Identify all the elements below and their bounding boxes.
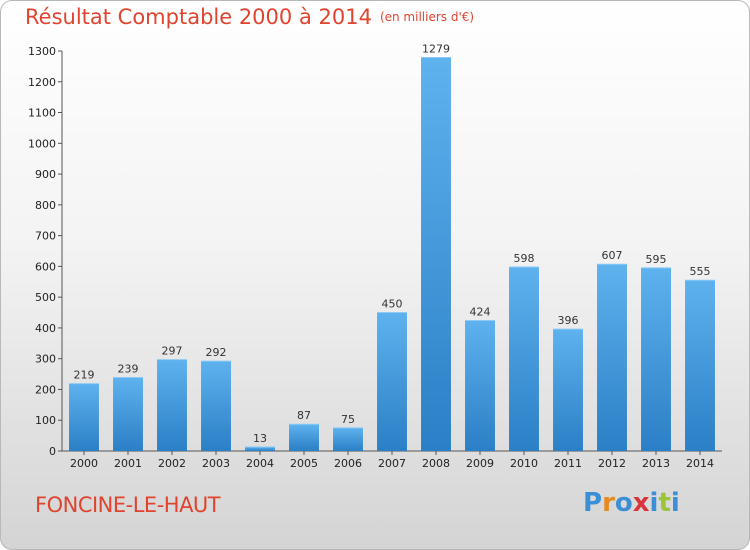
bar xyxy=(377,312,407,451)
proxiti-logo: Proxiti xyxy=(583,488,680,518)
x-tick-label: 2005 xyxy=(290,457,318,470)
y-tick-label: 200 xyxy=(35,383,56,396)
commune-name: FONCINE-LE-HAUT xyxy=(35,493,221,517)
brand-letter: i xyxy=(649,488,659,518)
chart-title-text: Résultat Comptable 2000 à 2014 xyxy=(25,5,372,29)
x-tick-label: 2003 xyxy=(202,457,230,470)
x-tick-label: 2002 xyxy=(158,457,186,470)
bar xyxy=(685,280,715,451)
brand-letter: r xyxy=(602,488,615,518)
y-tick-label: 0 xyxy=(49,445,56,458)
y-tick-label: 600 xyxy=(35,260,56,273)
y-tick-label: 700 xyxy=(35,230,56,243)
y-tick-label: 1200 xyxy=(28,76,56,89)
bar-value-label: 219 xyxy=(74,369,95,382)
bar-value-label: 424 xyxy=(470,306,491,319)
bar xyxy=(421,57,451,451)
x-tick-label: 2014 xyxy=(686,457,714,470)
bar-value-label: 1279 xyxy=(422,42,450,55)
brand-letter: o xyxy=(614,488,633,518)
bar xyxy=(113,377,143,451)
bar-value-label: 292 xyxy=(206,346,227,359)
bar-value-label: 598 xyxy=(514,252,535,265)
x-tick-label: 2012 xyxy=(598,457,626,470)
y-tick-label: 800 xyxy=(35,199,56,212)
bar-value-label: 13 xyxy=(253,432,267,445)
brand-letter: i xyxy=(670,488,680,518)
bar xyxy=(553,329,583,451)
x-tick-label: 2001 xyxy=(114,457,142,470)
bar-value-label: 607 xyxy=(602,249,623,262)
bar xyxy=(245,447,275,451)
brand-letter: t xyxy=(658,488,671,518)
x-tick-label: 2008 xyxy=(422,457,450,470)
y-tick-label: 500 xyxy=(35,291,56,304)
bar-value-label: 595 xyxy=(646,253,667,266)
x-tick-label: 2000 xyxy=(70,457,98,470)
brand-letter: x xyxy=(632,488,650,518)
y-tick-label: 100 xyxy=(35,414,56,427)
bar xyxy=(465,320,495,451)
bar xyxy=(333,427,363,451)
y-tick-label: 900 xyxy=(35,168,56,181)
bar xyxy=(597,264,627,451)
brand-letter: P xyxy=(583,488,603,518)
chart-title: Résultat Comptable 2000 à 2014 (en millie… xyxy=(25,5,474,29)
bar-value-label: 239 xyxy=(118,362,139,375)
x-tick-label: 2007 xyxy=(378,457,406,470)
bar xyxy=(289,424,319,451)
y-tick-label: 1000 xyxy=(28,137,56,150)
bar-value-label: 75 xyxy=(341,413,355,426)
x-tick-label: 2010 xyxy=(510,457,538,470)
bar-value-label: 555 xyxy=(690,265,711,278)
x-tick-label: 2006 xyxy=(334,457,362,470)
bar xyxy=(69,383,99,451)
bar-value-label: 297 xyxy=(162,345,183,358)
bar-value-label: 450 xyxy=(382,298,403,311)
x-tick-label: 2013 xyxy=(642,457,670,470)
bar xyxy=(509,267,539,451)
y-tick-label: 1100 xyxy=(28,107,56,120)
chart-subtitle: (en milliers d'€) xyxy=(379,10,475,24)
bar-value-label: 87 xyxy=(297,409,311,422)
bar-value-label: 396 xyxy=(558,314,579,327)
x-tick-label: 2004 xyxy=(246,457,274,470)
y-tick-label: 300 xyxy=(35,353,56,366)
bar xyxy=(641,267,671,451)
bar xyxy=(201,361,231,451)
x-tick-label: 2011 xyxy=(554,457,582,470)
bar xyxy=(157,359,187,451)
y-tick-label: 1300 xyxy=(28,45,56,58)
y-tick-label: 400 xyxy=(35,322,56,335)
x-tick-label: 2009 xyxy=(466,457,494,470)
